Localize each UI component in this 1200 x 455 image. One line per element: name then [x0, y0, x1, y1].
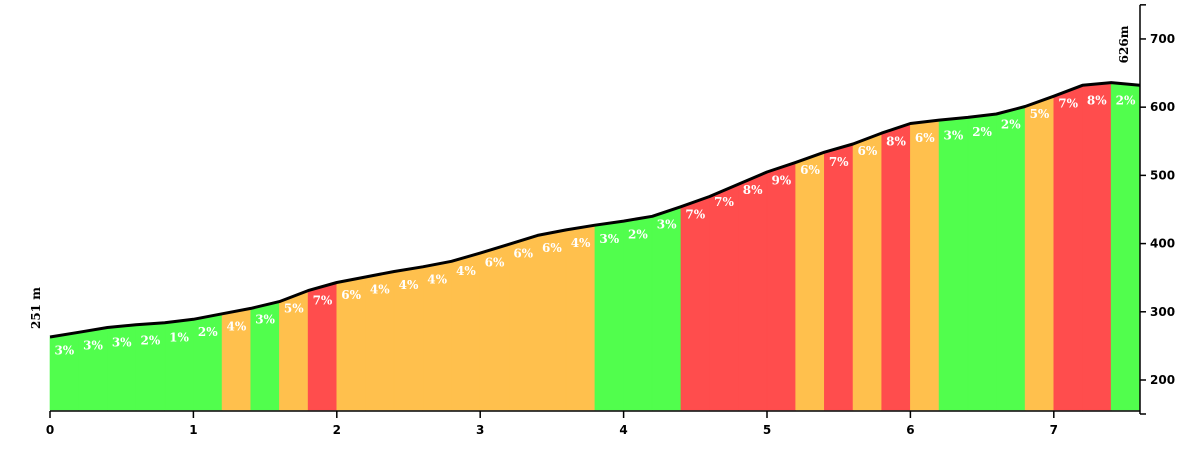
gradient-segment — [738, 171, 768, 411]
gradient-segment — [1053, 84, 1083, 411]
elevation-profile-line — [49, 81, 1140, 339]
gradient-label: 6% — [915, 131, 935, 145]
gradient-segment — [594, 220, 624, 411]
x-tick-label: 1 — [189, 423, 197, 437]
gradient-label: 2% — [198, 325, 218, 339]
gradient-segment — [651, 206, 682, 411]
gradient-label: 9% — [771, 173, 791, 187]
x-tick-label: 4 — [619, 423, 627, 437]
y-tick-label: 500 — [1150, 168, 1175, 182]
gradient-label: 6% — [513, 246, 533, 260]
gradient-segment — [967, 113, 997, 411]
gradient-labels: 3% 3% 3% 2% 1% 2% 4% 3% 5% 7% 6% 4% 4% 4% 4% 6% 6% 6% 4% 3%… — [54, 94, 1136, 358]
gradient-label: 8% — [886, 135, 906, 149]
gradient-segment — [852, 132, 883, 411]
gradient-label: 2% — [628, 227, 648, 241]
gradient-label: 3% — [112, 336, 132, 350]
y-tick-label: 700 — [1150, 32, 1175, 46]
gradient-label: 7% — [1058, 96, 1078, 110]
gradient-segment — [680, 196, 710, 411]
gradient-label: 4% — [456, 264, 476, 278]
gradient-label: 1% — [169, 330, 189, 344]
gradient-segment — [565, 224, 596, 411]
gradient-label: 3% — [255, 313, 275, 327]
x-tick-label: 5 — [763, 423, 771, 437]
x-tick-label: 7 — [1050, 423, 1058, 437]
gradient-label: 6% — [857, 144, 877, 158]
start-elevation-label: 251 m — [29, 287, 43, 329]
gradient-label: 2% — [140, 334, 160, 348]
x-axis: 0 1 2 3 4 5 6 7 — [46, 410, 1140, 437]
y-tick-label: 300 — [1150, 305, 1175, 319]
y-tick-label: 400 — [1150, 237, 1175, 251]
gradient-segment — [910, 119, 940, 411]
gradient-segment — [623, 215, 653, 411]
gradient-label: 7% — [313, 293, 333, 307]
gradient-segment — [537, 229, 567, 411]
gradient-label: 3% — [54, 343, 74, 357]
gradient-label: 6% — [542, 241, 562, 255]
gradient-label: 2% — [1116, 94, 1136, 108]
gradient-label: 4% — [571, 236, 591, 250]
gradient-label: 7% — [829, 155, 849, 169]
gradient-segment — [938, 117, 969, 411]
gradient-label: 8% — [1087, 94, 1107, 108]
gradient-label: 3% — [944, 128, 964, 142]
gradient-label: 4% — [227, 319, 247, 333]
gradient-label: 6% — [485, 255, 505, 269]
gradient-label: 3% — [657, 218, 677, 232]
gradient-label: 4% — [427, 272, 447, 286]
gradient-segment — [1110, 82, 1141, 411]
y-axis: 200 300 400 500 600 700 — [1139, 4, 1175, 415]
gradient-segment — [1024, 95, 1055, 411]
gradient-label: 2% — [972, 125, 992, 139]
gradient-segment — [824, 143, 854, 411]
gradient-segment — [881, 123, 911, 411]
gradient-label: 6% — [341, 288, 361, 302]
gradient-label: 3% — [83, 338, 103, 352]
x-tick-label: 3 — [476, 423, 484, 437]
gradient-label: 4% — [399, 278, 419, 292]
gradient-label: 7% — [685, 208, 705, 222]
gradient-label: 6% — [800, 163, 820, 177]
gradient-segment — [1082, 82, 1112, 411]
x-tick-label: 0 — [46, 423, 54, 437]
gradient-label: 3% — [599, 232, 619, 246]
gradient-label: 5% — [284, 302, 304, 316]
gradient-segment — [795, 151, 825, 411]
gradient-segment — [709, 183, 739, 411]
gradient-label: 2% — [1001, 117, 1021, 131]
gradient-segment — [996, 106, 1026, 411]
gradient-segments — [49, 82, 1141, 411]
y-tick-label: 600 — [1150, 100, 1175, 114]
x-tick-label: 6 — [906, 423, 914, 437]
gradient-segment — [508, 234, 538, 411]
x-tick-label: 2 — [333, 423, 341, 437]
gradient-label: 7% — [714, 195, 734, 209]
gradient-segment — [766, 161, 796, 411]
gradient-label: 8% — [743, 183, 763, 197]
gradient-label: 5% — [1030, 107, 1050, 121]
end-elevation-label: 626m — [1117, 25, 1131, 63]
y-tick-label: 200 — [1150, 373, 1175, 387]
gradient-label: 4% — [370, 283, 390, 297]
